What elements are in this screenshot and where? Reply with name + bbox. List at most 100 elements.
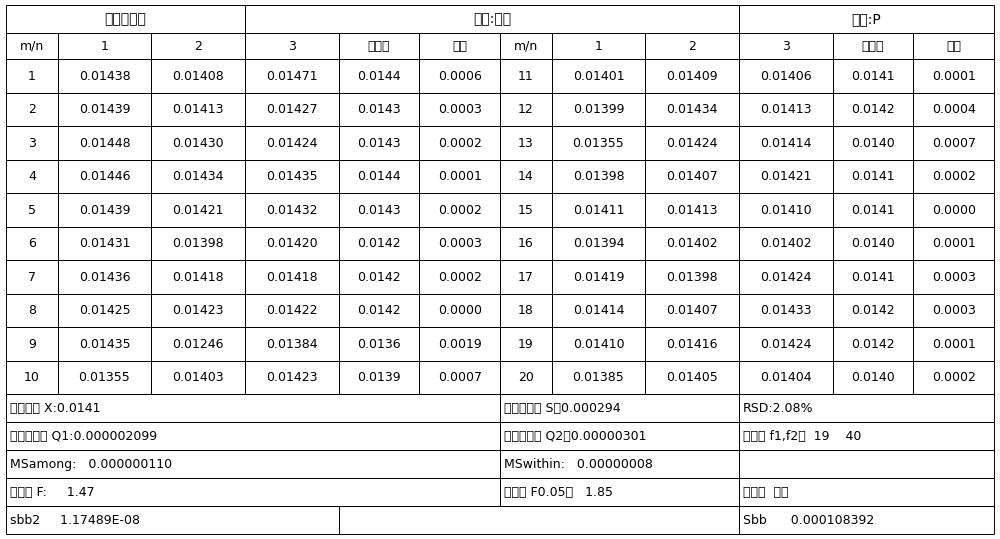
Text: 0.0007: 0.0007: [438, 371, 482, 384]
Text: 0.01421: 0.01421: [172, 204, 224, 217]
Text: 16: 16: [518, 237, 534, 250]
Text: 9: 9: [28, 337, 36, 351]
Text: 0.01424: 0.01424: [266, 137, 317, 150]
Text: 18: 18: [518, 304, 534, 317]
Text: 0.01406: 0.01406: [760, 70, 812, 82]
Text: 0.01413: 0.01413: [760, 103, 811, 116]
Text: 10: 10: [24, 371, 40, 384]
Text: 0.0140: 0.0140: [851, 371, 895, 384]
Text: 0.01355: 0.01355: [573, 137, 624, 150]
Text: 0.01418: 0.01418: [266, 271, 318, 284]
Text: 0.01398: 0.01398: [573, 170, 624, 183]
Text: 2: 2: [28, 103, 36, 116]
Text: 20: 20: [518, 371, 534, 384]
Text: 2: 2: [194, 40, 202, 53]
Text: 0.0000: 0.0000: [932, 204, 976, 217]
Text: 0.01413: 0.01413: [172, 103, 224, 116]
Text: 0.01384: 0.01384: [266, 337, 318, 351]
Text: 0.0002: 0.0002: [438, 271, 482, 284]
Text: m/n: m/n: [514, 40, 538, 53]
Text: 0.01413: 0.01413: [666, 204, 718, 217]
Text: 0.01439: 0.01439: [79, 204, 130, 217]
Text: 0.0019: 0.0019: [438, 337, 482, 351]
Text: 0.0002: 0.0002: [932, 371, 976, 384]
Text: 0.0000: 0.0000: [438, 304, 482, 317]
Text: 0.01418: 0.01418: [172, 271, 224, 284]
Text: 1: 1: [101, 40, 108, 53]
Text: 统计量 F:     1.47: 统计量 F: 1.47: [10, 486, 95, 499]
Text: 0.0141: 0.0141: [851, 70, 895, 82]
Text: 0.0003: 0.0003: [932, 271, 976, 284]
Text: RSD:2.08%: RSD:2.08%: [743, 402, 813, 415]
Text: 0.0144: 0.0144: [357, 170, 401, 183]
Text: 15: 15: [518, 204, 534, 217]
Text: 0.0142: 0.0142: [357, 304, 401, 317]
Text: 0.01246: 0.01246: [172, 337, 224, 351]
Text: MSamong:   0.000000110: MSamong: 0.000000110: [10, 458, 172, 471]
Text: 名称:钔鐵: 名称:钔鐵: [473, 12, 511, 26]
Text: 0.0007: 0.0007: [932, 137, 976, 150]
Text: 总标准偏差 S：0.000294: 总标准偏差 S：0.000294: [504, 402, 621, 415]
Text: 0.01355: 0.01355: [79, 371, 130, 384]
Text: 0.01435: 0.01435: [79, 337, 130, 351]
Text: 0.0003: 0.0003: [438, 237, 482, 250]
Text: 3: 3: [782, 40, 790, 53]
Text: 2: 2: [688, 40, 696, 53]
Text: MSwithin:   0.00000008: MSwithin: 0.00000008: [504, 458, 653, 471]
Text: 0.01409: 0.01409: [666, 70, 718, 82]
Text: 0.01446: 0.01446: [79, 170, 130, 183]
Text: 0.01435: 0.01435: [266, 170, 318, 183]
Text: 14: 14: [518, 170, 534, 183]
Text: 0.01434: 0.01434: [172, 170, 224, 183]
Text: 自由度 f1,f2：  19    40: 自由度 f1,f2： 19 40: [743, 430, 861, 443]
Text: 0.0143: 0.0143: [357, 204, 401, 217]
Text: 0.0002: 0.0002: [932, 170, 976, 183]
Text: 7: 7: [28, 271, 36, 284]
Text: 0.0142: 0.0142: [851, 337, 895, 351]
Text: 0.0141: 0.0141: [851, 271, 895, 284]
Text: 0.0141: 0.0141: [851, 204, 895, 217]
Text: 0.0143: 0.0143: [357, 137, 401, 150]
Text: 1: 1: [28, 70, 36, 82]
Text: 17: 17: [518, 271, 534, 284]
Text: 极差: 极差: [946, 40, 961, 53]
Text: 0.01385: 0.01385: [573, 371, 624, 384]
Text: 0.0003: 0.0003: [438, 103, 482, 116]
Text: 0.0002: 0.0002: [438, 204, 482, 217]
Text: 0.0140: 0.0140: [851, 137, 895, 150]
Text: 0.01410: 0.01410: [760, 204, 812, 217]
Text: 平均値: 平均値: [862, 40, 884, 53]
Text: 0.0002: 0.0002: [438, 137, 482, 150]
Text: 均匀性检验: 均匀性检验: [105, 12, 146, 26]
Text: 0.01438: 0.01438: [79, 70, 130, 82]
Text: 4: 4: [28, 170, 36, 183]
Text: 0.01398: 0.01398: [172, 237, 224, 250]
Text: 0.01408: 0.01408: [172, 70, 224, 82]
Text: m/n: m/n: [20, 40, 44, 53]
Text: 0.01425: 0.01425: [79, 304, 130, 317]
Text: 0.0001: 0.0001: [932, 70, 976, 82]
Text: 0.01407: 0.01407: [666, 304, 718, 317]
Text: 8: 8: [28, 304, 36, 317]
Text: 0.01427: 0.01427: [266, 103, 318, 116]
Text: 0.01432: 0.01432: [266, 204, 317, 217]
Text: 0.01414: 0.01414: [573, 304, 624, 317]
Text: 组间平方和 Q1:0.000002099: 组间平方和 Q1:0.000002099: [10, 430, 157, 443]
Text: sbb2     1.17489E-08: sbb2 1.17489E-08: [10, 514, 140, 527]
Text: 19: 19: [518, 337, 534, 351]
Text: 0.0142: 0.0142: [357, 237, 401, 250]
Text: 0.01416: 0.01416: [666, 337, 718, 351]
Text: 0.01401: 0.01401: [573, 70, 624, 82]
Text: 0.01431: 0.01431: [79, 237, 130, 250]
Text: 极差: 极差: [452, 40, 467, 53]
Text: 0.0004: 0.0004: [932, 103, 976, 116]
Text: 0.01430: 0.01430: [172, 137, 224, 150]
Text: 0.0001: 0.0001: [932, 337, 976, 351]
Text: 0.01471: 0.01471: [266, 70, 318, 82]
Text: 3: 3: [288, 40, 296, 53]
Text: 0.0140: 0.0140: [851, 237, 895, 250]
Text: 0.01433: 0.01433: [760, 304, 811, 317]
Text: 0.0136: 0.0136: [357, 337, 401, 351]
Text: 0.01434: 0.01434: [666, 103, 718, 116]
Text: 0.01398: 0.01398: [666, 271, 718, 284]
